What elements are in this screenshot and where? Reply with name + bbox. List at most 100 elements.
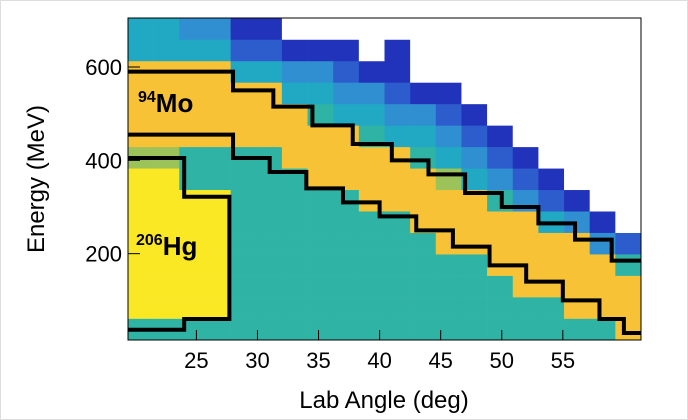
heatmap — [128, 18, 642, 341]
cell — [256, 103, 283, 126]
cell — [461, 297, 488, 319]
cell — [435, 146, 462, 169]
cell — [384, 18, 411, 40]
x-tick-label: 45 — [428, 348, 452, 373]
cell — [615, 318, 642, 341]
cell — [487, 60, 514, 83]
cell — [589, 39, 616, 62]
cell — [461, 18, 488, 40]
cell — [564, 146, 590, 169]
cell — [564, 189, 590, 212]
cell — [538, 318, 565, 341]
cell — [384, 39, 411, 62]
cell — [204, 103, 231, 126]
cell — [204, 254, 231, 276]
cell — [512, 211, 539, 233]
cell — [333, 168, 360, 191]
cell — [435, 275, 462, 298]
annotation: 94Mo — [138, 88, 193, 118]
cell — [333, 103, 360, 126]
cell — [281, 39, 308, 62]
cell — [589, 211, 616, 233]
cell — [512, 232, 539, 255]
cell — [589, 125, 616, 148]
cell — [538, 103, 565, 126]
cell — [204, 82, 231, 105]
cell — [384, 168, 411, 191]
cell — [281, 103, 308, 126]
cell — [461, 125, 488, 148]
cell — [410, 60, 437, 83]
cell — [564, 60, 590, 83]
cell — [410, 18, 437, 40]
cell — [204, 168, 231, 191]
cell — [333, 82, 360, 105]
cell — [487, 297, 514, 319]
cell — [384, 232, 411, 255]
cell — [435, 60, 462, 83]
cell — [487, 125, 514, 148]
cell — [410, 82, 437, 105]
cell — [307, 168, 334, 191]
cell — [358, 275, 385, 298]
cell — [461, 318, 488, 341]
cell — [153, 168, 180, 191]
cell — [128, 168, 154, 191]
cell — [538, 232, 565, 255]
cell — [564, 318, 590, 341]
cell — [461, 211, 488, 233]
cell — [538, 125, 565, 148]
cell — [256, 39, 283, 62]
cell — [564, 103, 590, 126]
cell — [281, 275, 308, 298]
cell — [384, 189, 411, 212]
cell — [204, 18, 231, 40]
cell — [435, 297, 462, 319]
cell — [153, 275, 180, 298]
cell — [461, 82, 488, 105]
cell — [230, 254, 257, 276]
cell — [410, 189, 437, 212]
annotation: 206Hg — [136, 231, 197, 261]
cell — [564, 18, 590, 40]
cell — [179, 103, 206, 126]
cell — [358, 168, 385, 191]
cell — [564, 39, 590, 62]
cell — [615, 211, 642, 233]
x-tick-label: 30 — [245, 348, 269, 373]
cell — [615, 39, 642, 62]
x-tick-label: 55 — [551, 348, 575, 373]
cell — [179, 39, 206, 62]
cell — [153, 211, 180, 233]
cell — [179, 82, 206, 105]
axes: 25 30 35 40 45 50 55 200 400 600 — [85, 55, 575, 373]
cell — [461, 232, 488, 255]
cell — [410, 168, 437, 191]
cell — [564, 168, 590, 191]
cell — [410, 146, 437, 169]
cell — [179, 254, 206, 276]
cell — [512, 146, 539, 169]
cell — [435, 103, 462, 126]
cell — [204, 232, 231, 255]
cell — [435, 318, 462, 341]
cell — [307, 39, 334, 62]
cell — [410, 103, 437, 126]
cell — [589, 189, 616, 212]
cell — [564, 125, 590, 148]
cell — [153, 18, 180, 40]
cell — [307, 18, 334, 40]
cell — [358, 318, 385, 341]
cell — [538, 146, 565, 169]
cell — [487, 18, 514, 40]
cell — [333, 254, 360, 276]
cell — [358, 125, 385, 148]
cell — [615, 232, 642, 255]
cell — [410, 297, 437, 319]
cell — [487, 39, 514, 62]
cell — [589, 103, 616, 126]
y-tick-label: 400 — [85, 148, 122, 173]
cell — [358, 146, 385, 169]
contour — [128, 69, 641, 263]
cell — [204, 297, 231, 319]
